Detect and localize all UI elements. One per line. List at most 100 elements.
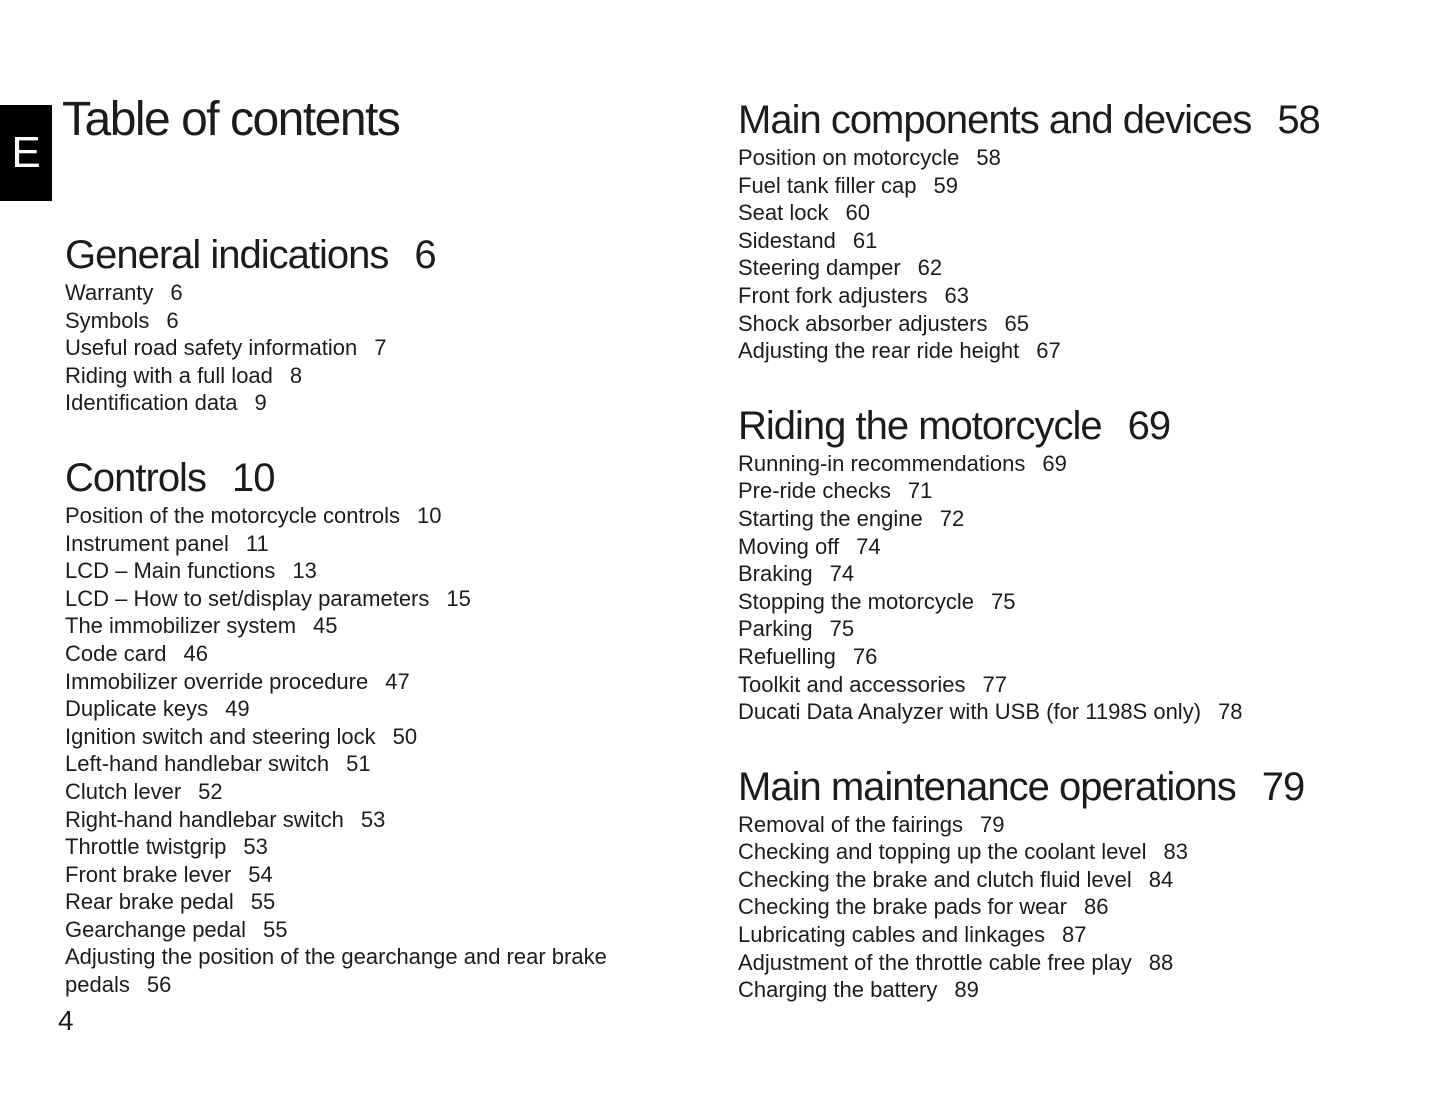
page-number: 4 (58, 1005, 74, 1036)
toc-entry: Seat lock 60 (738, 199, 1438, 227)
toc-entry-page-number: 55 (250, 889, 276, 915)
toc-section: Main maintenance operations 79 Removal of… (738, 766, 1438, 1004)
toc-column-right: Main components and devices 58 Position o… (738, 99, 1438, 1004)
toc-entry-label: Identification data (65, 390, 238, 416)
toc-entry: Lubricating cables and linkages 87 (738, 921, 1438, 949)
toc-entry-label: Refuelling (738, 643, 836, 669)
toc-entry: Fuel tank filler cap 59 (738, 172, 1438, 200)
toc-entry: Front brake lever 54 (65, 861, 690, 889)
toc-entry: LCD – Main functions 13 (65, 557, 690, 585)
toc-entry-label: Checking and topping up the coolant leve… (738, 839, 1147, 865)
toc-entry-label: Toolkit and accessories (738, 671, 966, 697)
toc-entry-label: Position on motorcycle (738, 145, 960, 170)
toc-entry-list: Position on motorcycle 58 Fuel tank fille… (738, 144, 1438, 365)
toc-entry-page-number: 53 (243, 834, 268, 860)
toc-entry: Ducati Data Analyzer with USB (for 1198S… (738, 698, 1438, 726)
toc-entry-label: Sidestand (738, 227, 836, 253)
toc-entry-label: LCD – How to set/display parameters (65, 585, 430, 611)
toc-entry-label: Throttle twistgrip (65, 834, 227, 860)
toc-entry-label: Fuel tank filler cap (738, 172, 917, 198)
toc-entry-label: Adjusting the position of the gearchange… (65, 944, 607, 998)
toc-entry-label: Checking the brake pads for wear (738, 894, 1067, 920)
toc-entry-label: Immobilizer override procedure (65, 668, 369, 694)
toc-entry-page-number: 45 (313, 613, 338, 639)
toc-entry: Pre-ride checks 71 (738, 477, 1438, 505)
toc-entry-list: Removal of the fairings 79 Checking and t… (738, 811, 1438, 1004)
toc-entry-page-number: 9 (254, 390, 267, 416)
language-tab-letter: E (11, 128, 41, 177)
toc-entry-label: Riding with a full load (65, 362, 273, 388)
toc-section-heading: General indications 6 (65, 234, 690, 276)
toc-entry-page-number: 54 (248, 861, 273, 887)
toc-entry-label: The immobilizer system (65, 613, 297, 639)
toc-entry-label: Removal of the fairings (738, 811, 963, 837)
toc-entry-label: Ducati Data Analyzer with USB (for 1198S… (738, 699, 1202, 725)
toc-entry: Clutch lever 52 (65, 778, 690, 806)
toc-entry: Symbols 6 (65, 307, 690, 335)
toc-entry-page-number: 77 (982, 671, 1007, 697)
toc-entry-label: Pre-ride checks (738, 478, 891, 504)
toc-entry-label: Front brake lever (65, 861, 232, 887)
toc-entry-page-number: 74 (829, 561, 855, 587)
toc-entry: Right-hand handlebar switch 53 (65, 806, 690, 834)
toc-entry-page-number: 8 (289, 362, 303, 388)
toc-entry-list: Position of the motorcycle controls 10 In… (65, 502, 690, 999)
toc-entry: Adjusting the position of the gearchange… (65, 943, 690, 998)
toc-entry: Identification data 9 (65, 389, 690, 417)
toc-entry-page-number: 79 (980, 811, 1005, 837)
toc-entry: Removal of the fairings 79 (738, 811, 1438, 839)
toc-entry-label: LCD – Main functions (65, 558, 276, 584)
toc-entry-page-number: 6 (166, 307, 179, 333)
toc-section: Riding the motorcycle 69 Running-in recom… (738, 405, 1438, 726)
toc-section-heading: Main maintenance operations 79 (738, 766, 1438, 808)
toc-entry-page-number: 62 (917, 255, 943, 281)
toc-entry: Duplicate keys 49 (65, 695, 690, 723)
toc-entry-page-number: 84 (1148, 866, 1174, 892)
toc-section-title: Main components and devices (738, 98, 1252, 142)
toc-entry-page-number: 88 (1148, 949, 1174, 975)
toc-entry-page-number: 72 (939, 505, 965, 531)
toc-entry: The immobilizer system 45 (65, 612, 690, 640)
toc-section: Main components and devices 58 Position o… (738, 99, 1438, 365)
toc-entry: Rear brake pedal 55 (65, 888, 690, 916)
toc-entry-page-number: 71 (907, 478, 933, 504)
toc-entry-list: Warranty 6 Symbols 6 Useful road safety in… (65, 279, 690, 417)
toc-entry-label: Stopping the motorcycle (738, 588, 975, 614)
toc-entry-label: Right-hand handlebar switch (65, 806, 344, 832)
toc-entry: Stopping the motorcycle 75 (738, 588, 1438, 616)
toc-entry: Checking the brake and clutch fluid leve… (738, 866, 1438, 894)
toc-entry-page-number: 67 (1036, 338, 1061, 364)
toc-entry: Checking the brake pads for wear 86 (738, 893, 1438, 921)
toc-entry: Position of the motorcycle controls 10 (65, 502, 690, 530)
toc-entry-page-number: 74 (856, 533, 881, 559)
toc-section-page-number: 69 (1127, 403, 1171, 448)
toc-column-left: General indications 6 Warranty 6 Symbols 6 … (65, 234, 690, 999)
toc-section-title: Main maintenance operations (738, 764, 1237, 809)
toc-entry-page-number: 50 (392, 723, 418, 749)
toc-entry-label: Adjusting the rear ride height (738, 338, 1020, 364)
toc-entry-label: Shock absorber adjusters (738, 310, 988, 336)
toc-section-page-number: 10 (231, 455, 275, 500)
toc-entry: Position on motorcycle 58 (738, 144, 1438, 172)
toc-entry: LCD – How to set/display parameters 15 (65, 585, 690, 613)
toc-entry: Checking and topping up the coolant leve… (738, 838, 1438, 866)
toc-entry-page-number: 75 (829, 616, 855, 642)
toc-entry-label: Running-in recommendations (738, 450, 1026, 476)
toc-entry: Moving off 74 (738, 533, 1438, 561)
toc-entry: Instrument panel 11 (65, 530, 690, 558)
toc-entry: Parking 75 (738, 615, 1438, 643)
toc-entry-label: Adjustment of the throttle cable free pl… (738, 949, 1132, 975)
toc-entry-page-number: 58 (976, 145, 1001, 170)
toc-entry: Ignition switch and steering lock 50 (65, 723, 690, 751)
toc-section-title: General indications (65, 233, 389, 277)
page-title: Table of contents (62, 93, 401, 146)
toc-entry-label: Code card (65, 640, 167, 666)
toc-entry-page-number: 83 (1163, 839, 1188, 865)
toc-entry-page-number: 7 (374, 335, 387, 361)
toc-entry-label: Checking the brake and clutch fluid leve… (738, 866, 1132, 892)
toc-entry-label: Instrument panel (65, 530, 229, 556)
toc-entry: Code card 46 (65, 640, 690, 668)
toc-entry-page-number: 60 (845, 200, 870, 226)
toc-entry-label: Parking (738, 616, 813, 642)
toc-entry: Refuelling 76 (738, 643, 1438, 671)
